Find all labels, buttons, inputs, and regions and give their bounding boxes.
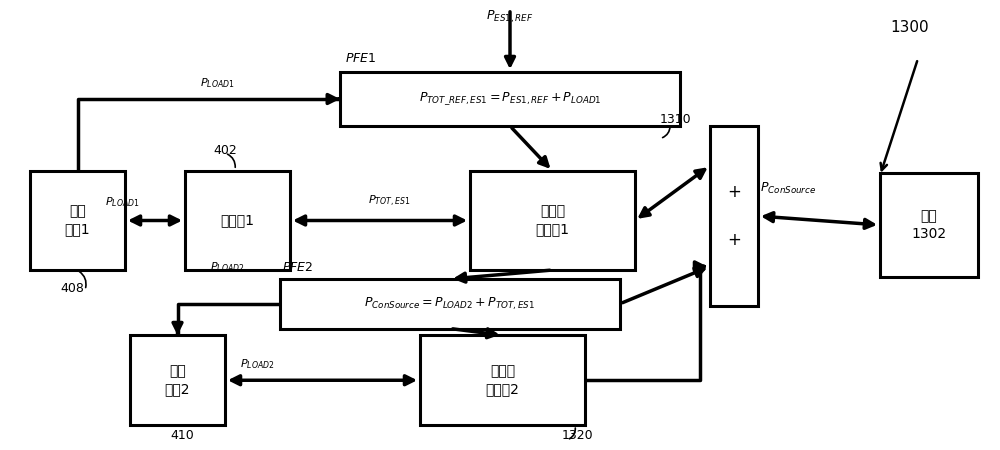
Text: 辅助
负载1: 辅助 负载1: [65, 204, 90, 237]
Text: $P_{LOAD2}$: $P_{LOAD2}$: [240, 357, 275, 371]
Text: $P_{LOAD1}$: $P_{LOAD1}$: [105, 195, 140, 209]
Text: 功率流
控制器1: 功率流 控制器1: [536, 204, 570, 237]
FancyBboxPatch shape: [30, 171, 125, 270]
Text: +

+: + +: [727, 184, 741, 248]
Text: 辅助
负载2: 辅助 负载2: [165, 364, 190, 396]
Text: 1300: 1300: [890, 20, 929, 35]
Text: 1320: 1320: [562, 429, 594, 442]
Text: 能量源1: 能量源1: [220, 213, 254, 228]
Text: 402: 402: [213, 144, 237, 158]
FancyBboxPatch shape: [340, 72, 680, 126]
FancyBboxPatch shape: [710, 126, 758, 306]
Text: 410: 410: [170, 429, 194, 442]
FancyBboxPatch shape: [185, 171, 290, 270]
Text: 408: 408: [60, 282, 84, 295]
FancyBboxPatch shape: [420, 335, 585, 425]
Text: $P_{TOT\_REF,ES1} = P_{ES1, REF} + P_{LOAD1}$: $P_{TOT\_REF,ES1} = P_{ES1, REF} + P_{LO…: [419, 90, 601, 108]
Text: $P_{ES1, REF}$: $P_{ES1, REF}$: [486, 9, 534, 25]
Text: 1310: 1310: [660, 113, 692, 126]
Text: $P_{ConSource}$: $P_{ConSource}$: [760, 180, 816, 196]
Text: $PFE1$: $PFE1$: [345, 52, 376, 65]
Text: $P_{LOAD2}$: $P_{LOAD2}$: [210, 261, 245, 274]
FancyBboxPatch shape: [280, 279, 620, 328]
FancyBboxPatch shape: [130, 335, 225, 425]
Text: $PFE2$: $PFE2$: [282, 261, 313, 274]
Text: 功率流
控制器2: 功率流 控制器2: [486, 364, 519, 396]
Text: $P_{LOAD1}$: $P_{LOAD1}$: [200, 76, 235, 90]
FancyBboxPatch shape: [880, 173, 978, 277]
FancyBboxPatch shape: [470, 171, 635, 270]
Text: 负载
1302: 负载 1302: [911, 209, 947, 241]
Text: $P_{TOT,ES1}$: $P_{TOT,ES1}$: [368, 194, 410, 209]
Text: $P_{ConSource} = P_{LOAD2} + P_{TOT,ES1}$: $P_{ConSource} = P_{LOAD2} + P_{TOT,ES1}…: [364, 296, 536, 312]
